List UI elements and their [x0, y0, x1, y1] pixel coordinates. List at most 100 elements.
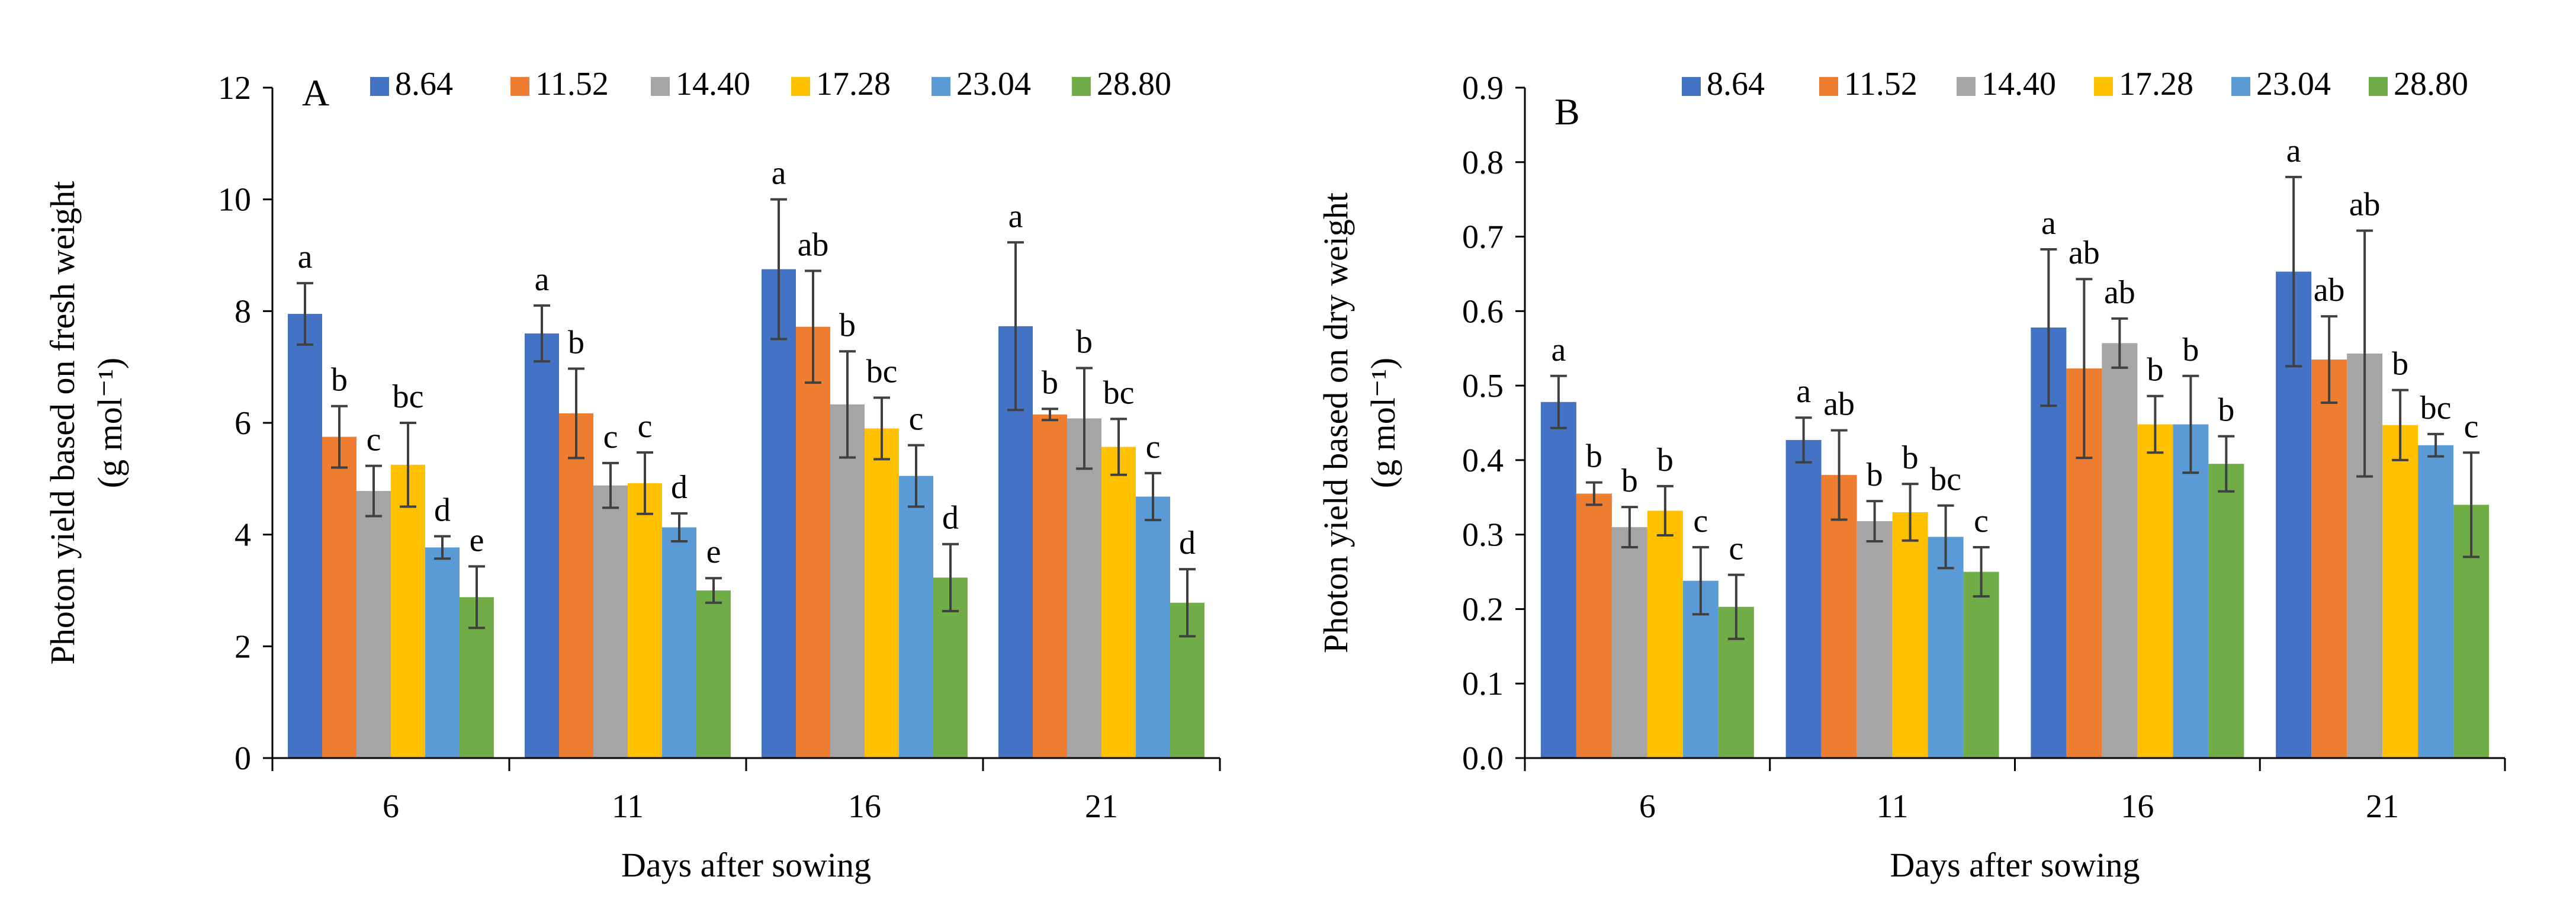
legend-swatch	[2369, 77, 2388, 96]
bar	[2311, 359, 2347, 758]
legend-swatch	[932, 77, 950, 96]
significance-label: ab	[2104, 274, 2135, 311]
y-tick-label: 10	[218, 182, 251, 219]
legend-swatch	[651, 77, 670, 96]
significance-label: a	[772, 155, 786, 192]
legend-label: 17.28	[816, 66, 891, 102]
significance-label: d	[671, 469, 688, 506]
legend-swatch	[2231, 77, 2250, 96]
x-tick-label: 16	[848, 788, 881, 825]
significance-label: ab	[798, 226, 829, 263]
x-tick-label: 21	[2366, 788, 2399, 825]
y-tick-label: 0.8	[1462, 145, 1504, 181]
legend-label: 8.64	[1707, 66, 1765, 102]
legend-label: 28.80	[1097, 66, 1171, 102]
panel-letter: B	[1554, 91, 1580, 133]
legend-label: 17.28	[2119, 66, 2193, 102]
y-tick-label: 0.9	[1462, 70, 1504, 107]
bar	[865, 428, 899, 758]
significance-label: c	[367, 422, 381, 458]
bar	[1611, 527, 1647, 758]
significance-label: b	[1586, 438, 1602, 475]
significance-label: ab	[1823, 386, 1855, 423]
legend-swatch	[1682, 77, 1701, 96]
y-tick-label: 12	[218, 70, 251, 107]
legend-label: 11.52	[1844, 66, 1917, 102]
significance-label: b	[2182, 332, 2199, 368]
y-tick-label: 0.1	[1462, 666, 1504, 702]
bar	[2102, 343, 2138, 758]
legend-swatch	[791, 77, 810, 96]
significance-label: a	[1008, 198, 1023, 235]
bar	[288, 314, 322, 758]
bar	[1856, 521, 1893, 758]
significance-label: ab	[2068, 235, 2100, 271]
bar	[1033, 414, 1067, 758]
legend-label: 14.40	[1981, 66, 2056, 102]
bar	[1821, 475, 1857, 758]
y-tick-label: 0.4	[1462, 442, 1504, 479]
legend-label: 28.80	[2394, 66, 2468, 102]
significance-label: b	[1657, 442, 1674, 479]
significance-label: b	[1902, 439, 1919, 476]
bar	[425, 547, 460, 758]
significance-label: c	[909, 401, 924, 438]
significance-label: b	[331, 362, 348, 399]
significance-label: bc	[1930, 461, 1961, 498]
bar	[1136, 496, 1170, 758]
legend-swatch	[1819, 77, 1838, 96]
bar	[1576, 493, 1612, 758]
bar	[1892, 512, 1928, 758]
x-tick-label: 16	[2121, 788, 2154, 825]
significance-label: a	[1551, 332, 1566, 368]
significance-label: e	[470, 522, 484, 558]
legend-label: 14.40	[676, 66, 750, 102]
bar	[2382, 425, 2418, 758]
bar	[391, 464, 425, 758]
legend-label: 23.04	[956, 66, 1031, 102]
y-tick-label: 0.6	[1462, 293, 1504, 330]
x-tick-label: 11	[612, 788, 644, 825]
significance-label: c	[1146, 429, 1161, 465]
bar	[1101, 447, 1136, 758]
bar	[662, 527, 696, 758]
significance-label: b	[1867, 457, 1883, 493]
y-tick-label: 0.7	[1462, 219, 1504, 256]
significance-label: bc	[393, 378, 424, 415]
legend-label: 8.64	[395, 66, 453, 102]
significance-label: bc	[866, 354, 898, 390]
bar	[356, 491, 391, 758]
significance-label: d	[1179, 525, 1196, 561]
bar	[1540, 402, 1576, 758]
y-axis-unit: (g mol⁻¹)	[1364, 358, 1402, 488]
bar	[2173, 424, 2209, 758]
significance-label: c	[1693, 503, 1708, 540]
significance-label: bc	[1103, 374, 1135, 411]
bar	[322, 436, 356, 758]
significance-label: d	[434, 492, 451, 528]
bar	[1785, 439, 1822, 758]
significance-label: d	[942, 500, 959, 537]
x-tick-label: 6	[1639, 788, 1656, 825]
bar	[1928, 537, 1964, 758]
bar	[796, 326, 830, 758]
legend: 8.64 11.52 14.40 17.28 23.04 28.80	[370, 66, 1171, 102]
significance-label: b	[2147, 352, 2163, 389]
bar	[899, 476, 933, 758]
x-axis-title: Days after sowing	[621, 846, 871, 884]
bar	[1963, 571, 1999, 758]
significance-label: a	[298, 239, 313, 275]
legend-swatch	[1957, 77, 1976, 96]
significance-label: c	[2464, 408, 2479, 445]
significance-label: a	[2286, 133, 2301, 169]
bar	[2137, 424, 2173, 758]
y-tick-label: 6	[235, 405, 251, 442]
legend-label: 23.04	[2256, 66, 2331, 102]
x-axis-title: Days after sowing	[1890, 846, 2140, 884]
bar	[762, 269, 796, 758]
y-tick-label: 0.5	[1462, 368, 1504, 404]
significance-label: b	[2392, 346, 2408, 383]
